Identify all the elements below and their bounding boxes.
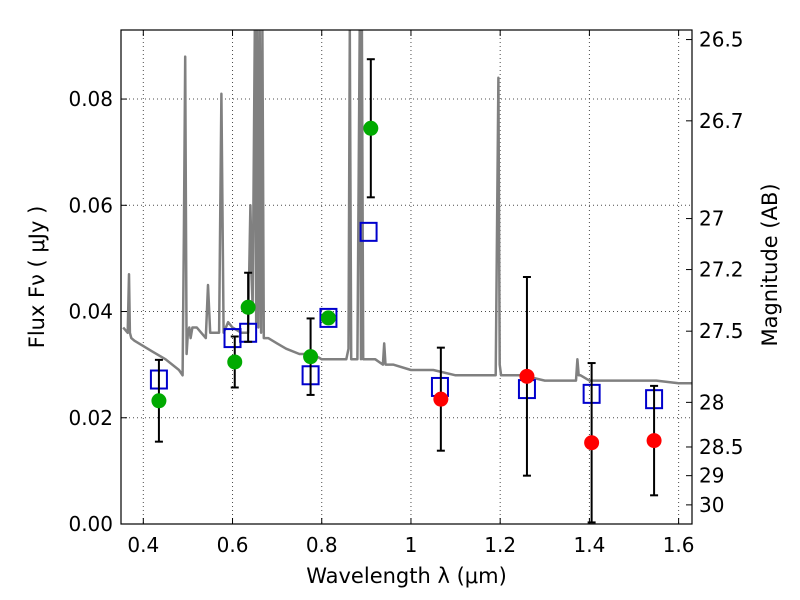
- x-tick-label: 0.4: [127, 533, 159, 557]
- mag-tick-label: 29: [699, 464, 724, 488]
- mag-tick-label: 26.5: [699, 28, 744, 52]
- plot-frame: [120, 29, 693, 525]
- x-tick-label: 1: [405, 533, 418, 557]
- grid-lines: [121, 30, 692, 525]
- x-tick-label: 0.8: [306, 533, 338, 557]
- data-point: [519, 368, 535, 384]
- mag-tick-label: 28.5: [699, 435, 744, 459]
- spectrum-line: [122, 30, 692, 385]
- y2-axis-label: Magnitude (AB): [758, 183, 782, 346]
- plot-area: [122, 30, 692, 524]
- mag-tick-label: 27.2: [699, 258, 744, 282]
- x-axis-label: Wavelength λ (μm): [306, 564, 507, 588]
- mag-tick-label: 27.5: [699, 319, 744, 343]
- y-tick-label: 0.04: [68, 300, 113, 324]
- y-tick-label: 0.00: [68, 512, 113, 536]
- y-tick-label: 0.08: [68, 87, 113, 111]
- x-tick-label: 1.6: [663, 533, 695, 557]
- mag-tick-label: 26.7: [699, 109, 744, 133]
- y-tick-label: 0.02: [68, 406, 113, 430]
- x-tick-label: 1.4: [573, 533, 605, 557]
- y-tick-label: 0.06: [68, 193, 113, 217]
- data-point: [151, 393, 167, 409]
- data-point: [584, 435, 600, 451]
- data-point: [433, 391, 449, 407]
- data-point: [227, 354, 243, 370]
- x-tick-label: 1.2: [484, 533, 516, 557]
- model-square: [319, 307, 338, 328]
- x-tick-label: 0.6: [217, 533, 249, 557]
- y-axis-label: Flux Fν ( μJy ): [25, 206, 49, 349]
- data-point: [240, 299, 256, 315]
- data-point: [646, 433, 662, 449]
- mag-tick-label: 30: [699, 493, 724, 517]
- model-square: [359, 221, 378, 242]
- data-point: [303, 349, 319, 365]
- data-point: [320, 310, 336, 326]
- mag-tick-label: 28: [699, 390, 724, 414]
- data-point: [363, 120, 379, 136]
- mag-tick-label: 27: [699, 207, 724, 231]
